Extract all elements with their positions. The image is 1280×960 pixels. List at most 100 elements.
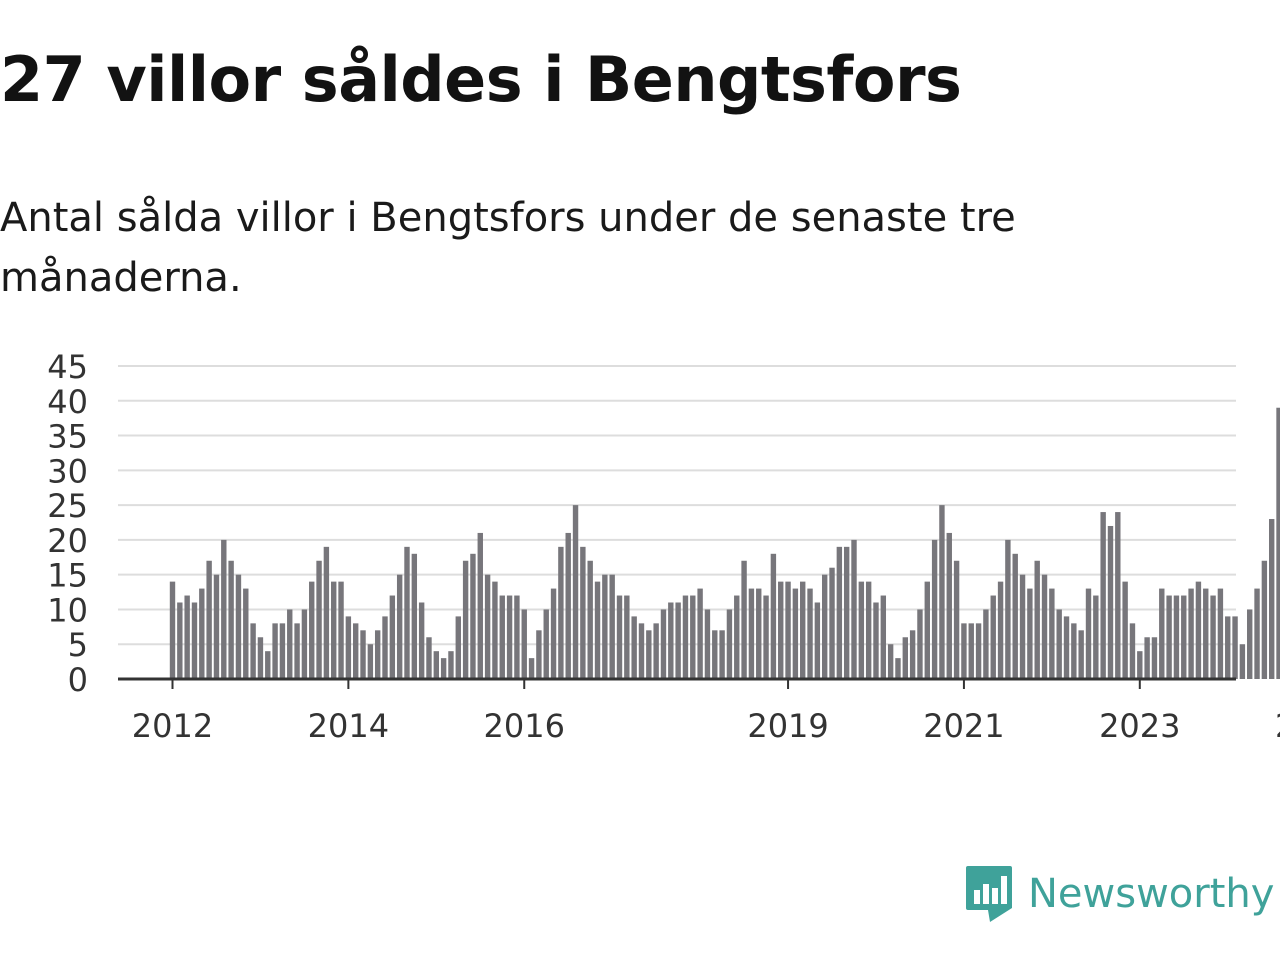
bar — [983, 609, 989, 679]
bar — [1210, 595, 1216, 679]
bar — [477, 532, 483, 679]
brand-name: Newsworthy — [1028, 871, 1275, 917]
y-tick-label: 10 — [47, 591, 88, 629]
bar — [565, 532, 571, 679]
bar — [309, 581, 315, 679]
y-tick-label: 0 — [68, 661, 88, 699]
bar — [712, 630, 718, 679]
bar — [374, 630, 381, 679]
bar — [873, 602, 879, 679]
bar — [953, 560, 960, 679]
y-tick-label: 5 — [68, 626, 88, 664]
bar — [345, 616, 352, 679]
y-tick-label: 35 — [47, 418, 88, 456]
bar — [865, 581, 872, 679]
y-tick-label: 15 — [47, 557, 88, 595]
bar — [616, 595, 623, 679]
bar — [426, 637, 432, 679]
bar — [1100, 512, 1106, 679]
bar — [719, 630, 725, 679]
bar — [785, 581, 791, 679]
bar — [1247, 609, 1253, 679]
bar — [191, 602, 198, 679]
bar — [1063, 616, 1070, 679]
x-tick-label: 2021 — [923, 707, 1004, 745]
bar — [800, 581, 806, 679]
bar — [1166, 595, 1172, 679]
bar — [1254, 588, 1260, 679]
bar — [418, 602, 425, 679]
bar — [169, 581, 176, 679]
bar — [1107, 525, 1114, 679]
bar — [213, 574, 220, 679]
bar — [1173, 595, 1180, 679]
bar — [235, 574, 242, 679]
bar — [294, 623, 300, 679]
x-tick-label: 2014 — [308, 707, 389, 745]
bar — [528, 658, 535, 679]
bar — [1056, 609, 1062, 679]
bar — [250, 623, 256, 679]
bar — [682, 595, 689, 679]
bars — [169, 407, 1280, 679]
bar — [184, 595, 190, 679]
bar — [331, 581, 337, 679]
bar — [287, 609, 293, 679]
bar — [1034, 560, 1040, 679]
bar — [199, 588, 205, 679]
bar — [1093, 595, 1099, 679]
bar — [411, 553, 418, 679]
bar — [1085, 588, 1092, 679]
bar — [1115, 512, 1121, 679]
x-tick-label: 2023 — [1099, 707, 1180, 745]
bar — [631, 616, 637, 679]
bar — [829, 567, 835, 679]
bar — [880, 595, 887, 679]
bar — [462, 560, 469, 679]
bar — [851, 539, 857, 679]
bar — [1078, 630, 1084, 679]
bar — [770, 553, 777, 679]
bar — [1137, 651, 1143, 679]
bar — [1159, 588, 1165, 679]
bar — [301, 609, 308, 679]
bar — [323, 546, 330, 679]
bar — [1005, 539, 1011, 679]
bar — [257, 637, 264, 679]
bar — [1041, 574, 1048, 679]
x-tick-label: 2019 — [747, 707, 828, 745]
bar — [484, 574, 491, 679]
bar — [228, 560, 234, 679]
bar — [697, 588, 703, 679]
bar — [792, 588, 799, 679]
bar — [1276, 407, 1280, 679]
bar — [734, 595, 740, 679]
bar — [1188, 588, 1194, 679]
bar — [492, 581, 498, 679]
bar — [1012, 553, 1018, 679]
bar — [748, 588, 755, 679]
bar — [726, 609, 733, 679]
bar — [660, 609, 667, 679]
bar — [206, 560, 212, 679]
bar — [895, 658, 901, 679]
bar — [690, 595, 696, 679]
bar — [353, 623, 359, 679]
newsworthy-logo-icon — [966, 866, 1012, 922]
bar — [924, 581, 930, 679]
bar — [499, 595, 505, 679]
bar — [382, 616, 388, 679]
bar — [470, 553, 476, 679]
bar — [931, 539, 938, 679]
bar — [624, 595, 630, 679]
bar — [448, 651, 454, 679]
bar — [1181, 595, 1187, 679]
bar — [902, 637, 908, 679]
bar — [858, 581, 865, 679]
bar — [506, 595, 513, 679]
bar — [1261, 560, 1268, 679]
bar — [1151, 637, 1158, 679]
bar — [763, 595, 769, 679]
